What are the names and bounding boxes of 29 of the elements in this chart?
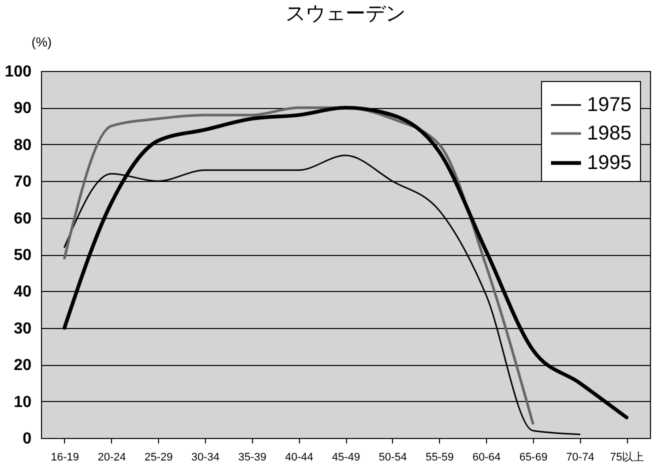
x-tick-label: 25-29 xyxy=(144,452,173,464)
legend-label: 1995 xyxy=(587,152,632,174)
x-tick-label: 30-34 xyxy=(191,452,220,464)
x-tick-label: 50-54 xyxy=(378,452,407,464)
y-tick-label: 60 xyxy=(14,210,32,228)
y-tick-label: 20 xyxy=(14,357,32,374)
legend-label: 1985 xyxy=(587,122,632,144)
y-axis-title: (%) xyxy=(32,34,52,50)
x-tick-label: 70-74 xyxy=(566,452,594,464)
x-tick-label: 65-69 xyxy=(519,452,548,464)
y-tick-label: 30 xyxy=(14,320,32,338)
x-tick-label: 20-24 xyxy=(98,452,126,464)
x-tick-label: 60-64 xyxy=(472,452,501,464)
y-tick-label: 100 xyxy=(4,64,32,80)
x-tick-label: 75以上 xyxy=(610,450,644,464)
y-tick-label: 10 xyxy=(14,394,32,411)
legend-label: 1975 xyxy=(587,94,632,116)
y-tick-label: 70 xyxy=(14,174,32,191)
x-tick-label: 16-19 xyxy=(50,452,79,464)
y-tick-label: 0 xyxy=(22,430,32,448)
x-tick-label: 40-44 xyxy=(285,452,314,464)
y-tick-label: 50 xyxy=(14,247,32,264)
y-tick-label: 90 xyxy=(14,100,32,118)
chart-title: スウェーデン xyxy=(286,1,406,25)
x-tick-label: 55-59 xyxy=(426,452,454,464)
x-tick-label: 35-39 xyxy=(238,452,266,464)
y-tick-label: 40 xyxy=(14,284,32,301)
y-tick-label: 80 xyxy=(14,136,32,154)
x-tick-label: 45-49 xyxy=(332,452,360,464)
